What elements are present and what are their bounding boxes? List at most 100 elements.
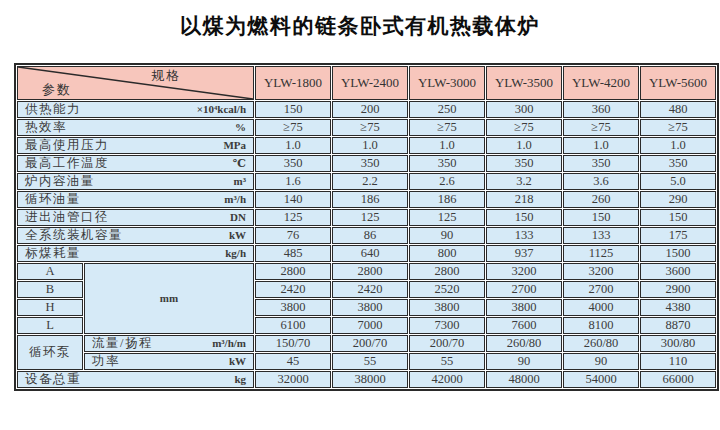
value-cell: ≥75 bbox=[563, 119, 639, 136]
param-cell: 流量/扬程 m³/h/m bbox=[84, 335, 254, 352]
value-cell: 45 bbox=[255, 353, 331, 370]
param-cell: 循环油量 m³/h bbox=[17, 191, 254, 208]
model-header: YLW-5600 bbox=[640, 66, 716, 100]
value-cell: 1.0 bbox=[486, 137, 562, 154]
table-row: 热效率% ≥75 ≥75 ≥75 ≥75 ≥75 ≥75 bbox=[17, 119, 716, 136]
model-header: YLW-2400 bbox=[332, 66, 408, 100]
value-cell: 350 bbox=[563, 155, 639, 172]
model-header: YLW-3000 bbox=[409, 66, 485, 100]
value-cell: 1.0 bbox=[409, 137, 485, 154]
row-label: 循环油量 bbox=[25, 192, 81, 207]
value-cell: 300/80 bbox=[640, 335, 716, 352]
row-label: 设备总重 bbox=[25, 372, 81, 387]
value-cell: 485 bbox=[255, 245, 331, 262]
value-cell: 1500 bbox=[640, 245, 716, 262]
value-cell: 1.6 bbox=[255, 173, 331, 190]
value-cell: 42000 bbox=[409, 371, 485, 388]
corner-spec-label: 规格 bbox=[151, 68, 181, 84]
row-unit: kW bbox=[229, 228, 246, 243]
value-cell: 150 bbox=[640, 209, 716, 226]
value-cell: 2420 bbox=[255, 281, 331, 298]
value-cell: 2700 bbox=[486, 281, 562, 298]
value-cell: 7000 bbox=[332, 317, 408, 334]
value-cell: 937 bbox=[486, 245, 562, 262]
value-cell: 7600 bbox=[486, 317, 562, 334]
page-title: 以煤为燃料的链条卧式有机热载体炉 bbox=[0, 12, 720, 40]
value-cell: 133 bbox=[486, 227, 562, 244]
row-unit: m³/h bbox=[224, 192, 246, 207]
model-header: YLW-4200 bbox=[563, 66, 639, 100]
value-cell: 3.2 bbox=[486, 173, 562, 190]
table-row: 标煤耗量kg/h 485 640 800 937 1125 1500 bbox=[17, 245, 716, 262]
value-cell: 2800 bbox=[409, 263, 485, 280]
value-cell: 2520 bbox=[409, 281, 485, 298]
row-label: 流量/扬程 bbox=[92, 336, 153, 351]
row-unit: m³ bbox=[234, 174, 246, 189]
value-cell: 175 bbox=[640, 227, 716, 244]
value-cell: 38000 bbox=[332, 371, 408, 388]
value-cell: 2420 bbox=[332, 281, 408, 298]
param-cell: 设备总重 kg bbox=[17, 371, 254, 388]
value-cell: 6100 bbox=[255, 317, 331, 334]
value-cell: ≥75 bbox=[332, 119, 408, 136]
value-cell: 4000 bbox=[563, 299, 639, 316]
row-label: 进出油管口径 bbox=[25, 210, 109, 225]
value-cell: 350 bbox=[409, 155, 485, 172]
value-cell: 1.0 bbox=[332, 137, 408, 154]
row-unit: kg bbox=[234, 372, 246, 387]
dim-label: L bbox=[17, 317, 83, 334]
value-cell: 2800 bbox=[255, 263, 331, 280]
value-cell: 360 bbox=[563, 101, 639, 118]
value-cell: 8100 bbox=[563, 317, 639, 334]
value-cell: 32000 bbox=[255, 371, 331, 388]
value-cell: 125 bbox=[409, 209, 485, 226]
value-cell: 3200 bbox=[563, 263, 639, 280]
page: 以煤为燃料的链条卧式有机热载体炉 规格 参数 YLW-1800 YLW-2400… bbox=[0, 0, 720, 430]
value-cell: 90 bbox=[563, 353, 639, 370]
param-cell: 炉内容油量m³ bbox=[17, 173, 254, 190]
value-cell: 2700 bbox=[563, 281, 639, 298]
value-cell: 3800 bbox=[255, 299, 331, 316]
model-header: YLW-3500 bbox=[486, 66, 562, 100]
value-cell: 3200 bbox=[486, 263, 562, 280]
value-cell: 5.0 bbox=[640, 173, 716, 190]
param-cell: 热效率% bbox=[17, 119, 254, 136]
table-row: 炉内容油量m³ 1.6 2.2 2.6 3.2 3.6 5.0 bbox=[17, 173, 716, 190]
value-cell: 2.6 bbox=[409, 173, 485, 190]
dim-label: B bbox=[17, 281, 83, 298]
value-cell: 250 bbox=[409, 101, 485, 118]
value-cell: 3600 bbox=[640, 263, 716, 280]
value-cell: 2900 bbox=[640, 281, 716, 298]
param-cell: 全系统装机容量 kW bbox=[17, 227, 254, 244]
table-row: 循环泵 流量/扬程m³/h/m 150/70 200/70 200/70 260… bbox=[17, 335, 716, 352]
value-cell: 186 bbox=[409, 191, 485, 208]
value-cell: 55 bbox=[332, 353, 408, 370]
table-row: A mm 2800 2800 2800 3200 3200 3600 bbox=[17, 263, 716, 280]
value-cell: 2800 bbox=[332, 263, 408, 280]
row-unit: kg/h bbox=[225, 246, 246, 261]
value-cell: 218 bbox=[486, 191, 562, 208]
corner-cell: 规格 参数 bbox=[17, 66, 254, 100]
value-cell: 640 bbox=[332, 245, 408, 262]
value-cell: 260/80 bbox=[486, 335, 562, 352]
value-cell: 480 bbox=[640, 101, 716, 118]
value-cell: 350 bbox=[486, 155, 562, 172]
row-label: 热效率 bbox=[25, 120, 67, 135]
value-cell: 300 bbox=[486, 101, 562, 118]
table-row: 设备总重kg 32000 38000 42000 48000 54000 660… bbox=[17, 371, 716, 388]
corner-param-label: 参数 bbox=[42, 82, 72, 98]
param-cell: 标煤耗量kg/h bbox=[17, 245, 254, 262]
row-unit: m³/h/m bbox=[212, 336, 246, 351]
row-label: 全系统装机容量 bbox=[25, 228, 123, 243]
value-cell: ≥75 bbox=[640, 119, 716, 136]
table-row: 循环油量m³/h 140 186 186 218 260 290 bbox=[17, 191, 716, 208]
value-cell: 260 bbox=[563, 191, 639, 208]
row-unit: ℃ bbox=[233, 156, 246, 171]
value-cell: 200/70 bbox=[332, 335, 408, 352]
table-row: 最高使用压力MPa 1.0 1.0 1.0 1.0 1.0 1.0 bbox=[17, 137, 716, 154]
value-cell: 4380 bbox=[640, 299, 716, 316]
value-cell: 1.0 bbox=[255, 137, 331, 154]
value-cell: ≥75 bbox=[486, 119, 562, 136]
value-cell: 3800 bbox=[332, 299, 408, 316]
value-cell: 55 bbox=[409, 353, 485, 370]
